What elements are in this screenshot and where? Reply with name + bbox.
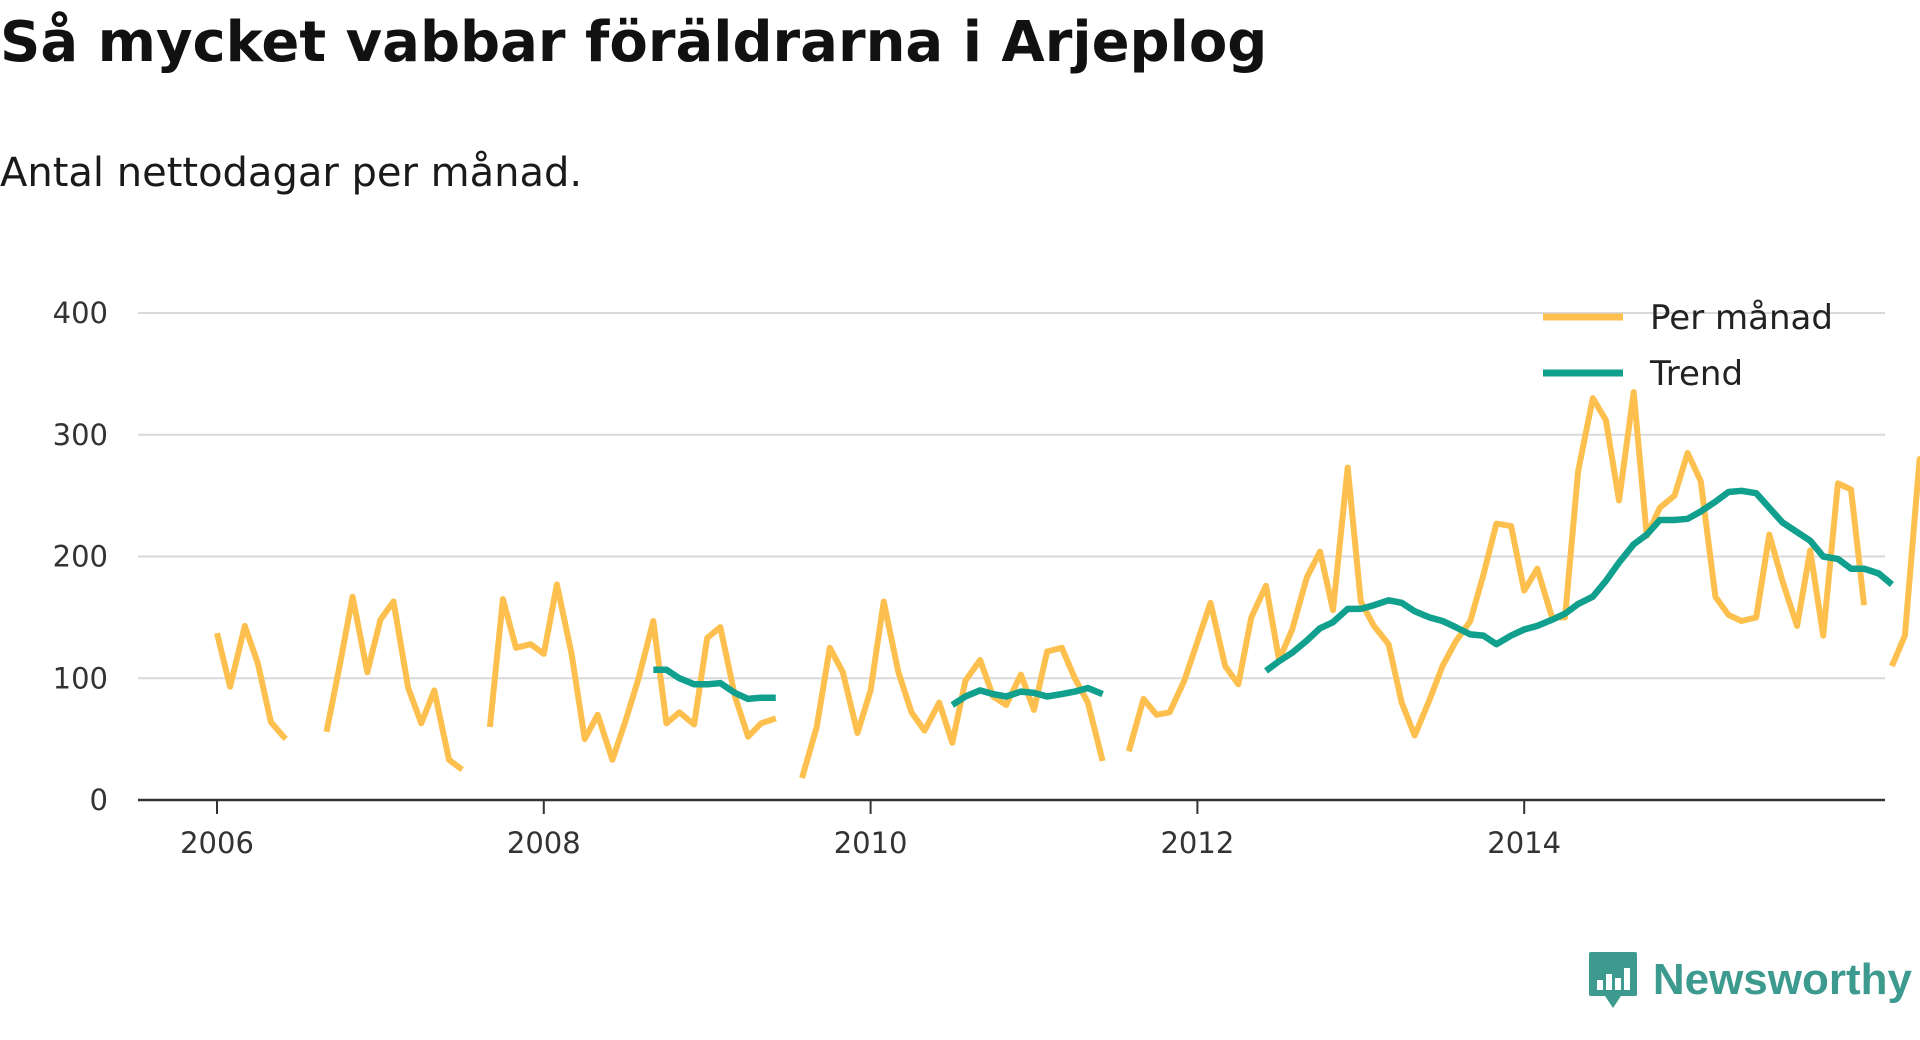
chart-subtitle: Antal nettodagar per månad. [0,150,583,196]
brand-logo: Newsworthy [1587,950,1912,1010]
x-tick-label: 2010 [834,826,908,860]
series-line-segment [1125,389,1868,753]
y-tick-label: 300 [53,418,108,452]
newsworthy-logo-icon [1588,952,1637,1008]
gridlines [138,312,1885,680]
y-tick-label: 400 [53,296,108,330]
series-line-segment [1264,487,1894,674]
legend-label: Trend [1649,354,1743,394]
series-line-segment [1889,456,1920,668]
series-line-segment [653,666,776,703]
legend: Per månad Trend [1543,298,1833,394]
brand-name: Newsworthy [1652,955,1912,1004]
series-per-manad [214,389,1920,779]
y-tick-label: 100 [53,661,108,695]
y-tick-label: 200 [53,540,108,574]
series-line-segment [486,581,777,763]
series-trend [653,487,1894,708]
x-tick-label: 2008 [507,826,581,860]
x-tick-label: 2014 [1487,826,1561,860]
x-tick-label: 2006 [180,826,254,860]
chart-title: Så mycket vabbar föräldrarna i Arjeplog [0,10,1268,75]
series-line-segment [214,622,288,742]
y-axis-ticks: 0 100 200 300 400 [53,296,108,817]
x-tick-label: 2012 [1160,826,1234,860]
series-line-segment [323,593,464,773]
series-line-segment [799,598,1106,779]
series-line-segment [950,684,1104,708]
y-tick-label: 0 [90,783,108,817]
series-lines [214,389,1920,779]
x-axis: 2006200820102012201420172019202120232025 [138,798,1885,860]
legend-label: Per månad [1650,298,1833,338]
